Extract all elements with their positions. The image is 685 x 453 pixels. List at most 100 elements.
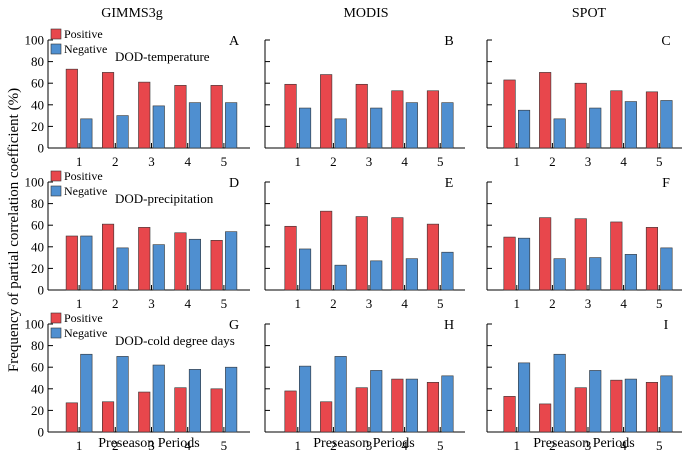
legend-label-positive: Positive bbox=[64, 27, 103, 41]
bar-negative bbox=[517, 109, 531, 149]
bar-negative bbox=[225, 366, 238, 433]
legend-swatch-negative bbox=[50, 185, 62, 197]
x-tick-label: 4 bbox=[184, 154, 191, 169]
bar-negative bbox=[370, 107, 383, 149]
bar-negative bbox=[553, 258, 566, 291]
bar-negative bbox=[334, 118, 347, 149]
panel-label: I bbox=[664, 318, 669, 333]
x-tick-label: 3 bbox=[148, 296, 155, 311]
bar-positive bbox=[539, 72, 552, 149]
x-tick-label: 2 bbox=[112, 154, 119, 169]
panel-label: E bbox=[445, 176, 454, 191]
x-tick-label: 2 bbox=[549, 296, 556, 311]
bar-positive bbox=[503, 236, 516, 291]
bar-negative bbox=[660, 100, 673, 149]
panel-label: C bbox=[661, 34, 670, 49]
legend-label-negative: Negative bbox=[64, 326, 107, 340]
panel-label: B bbox=[444, 34, 453, 49]
bar-positive bbox=[355, 83, 368, 149]
x-tick-label: 4 bbox=[401, 296, 408, 311]
bar-negative bbox=[441, 251, 454, 291]
bar-positive bbox=[102, 223, 115, 291]
x-tick-label: 3 bbox=[366, 296, 373, 311]
x-tick-label: 4 bbox=[620, 154, 627, 169]
x-tick-label: 1 bbox=[514, 296, 521, 311]
y-tick-label: 80 bbox=[31, 196, 44, 211]
x-tick-label: 3 bbox=[585, 296, 592, 311]
bar-negative bbox=[660, 247, 673, 291]
bar-positive bbox=[65, 68, 78, 149]
bar-negative bbox=[80, 353, 93, 433]
bar-negative bbox=[116, 356, 129, 433]
bar-negative bbox=[188, 369, 201, 433]
bar-positive bbox=[355, 387, 368, 433]
panel-label: G bbox=[229, 318, 239, 333]
legend-swatch-positive bbox=[50, 312, 62, 324]
y-tick-label: 60 bbox=[31, 76, 44, 91]
bar-negative bbox=[517, 362, 531, 433]
x-tick-label: 1 bbox=[514, 154, 521, 169]
bar-positive bbox=[503, 396, 516, 433]
x-tick-label: 1 bbox=[76, 154, 83, 169]
x-tick-label: 2 bbox=[330, 296, 337, 311]
panel-label: A bbox=[229, 34, 240, 49]
legend-label-positive: Positive bbox=[64, 311, 103, 325]
bar-negative bbox=[370, 370, 383, 433]
column-title-modis: MODIS bbox=[343, 6, 388, 21]
bar-negative bbox=[80, 235, 93, 291]
x-tick-label: 4 bbox=[620, 296, 627, 311]
bar-negative bbox=[188, 102, 201, 149]
x-tick-label: 1 bbox=[76, 296, 83, 311]
bar-positive bbox=[645, 227, 659, 291]
y-tick-label: 80 bbox=[31, 54, 44, 69]
y-tick-label: 40 bbox=[31, 381, 44, 396]
x-tick-label: 5 bbox=[437, 438, 444, 453]
x-tick-label: 1 bbox=[514, 438, 521, 453]
y-tick-label: 20 bbox=[31, 403, 44, 418]
x-tick-label: 5 bbox=[656, 438, 663, 453]
bar-negative bbox=[589, 370, 602, 433]
x-tick-label: 2 bbox=[549, 154, 556, 169]
bar-negative bbox=[553, 353, 566, 433]
y-tick-label: 60 bbox=[31, 360, 44, 375]
x-tick-label: 4 bbox=[620, 438, 627, 453]
bar-negative bbox=[660, 375, 673, 433]
y-tick-label: 0 bbox=[38, 283, 45, 298]
bar-negative bbox=[517, 237, 531, 291]
x-tick-label: 4 bbox=[401, 154, 408, 169]
bar-positive bbox=[610, 90, 623, 149]
bar-positive bbox=[539, 217, 552, 291]
x-tick-label: 5 bbox=[221, 154, 228, 169]
y-axis-label: Frequency of partial correlation coeffic… bbox=[6, 88, 22, 372]
x-tick-label: 4 bbox=[184, 438, 191, 453]
bar-positive bbox=[210, 388, 223, 433]
panel-label: H bbox=[444, 318, 454, 333]
bar-negative bbox=[334, 356, 347, 433]
x-tick-label: 5 bbox=[221, 296, 228, 311]
x-tick-label: 3 bbox=[585, 154, 592, 169]
bar-negative bbox=[116, 115, 129, 149]
x-tick-label: 3 bbox=[366, 438, 373, 453]
row-label-temperature: DOD-temperature bbox=[115, 49, 210, 64]
bar-negative bbox=[553, 118, 566, 149]
x-tick-label: 1 bbox=[76, 438, 83, 453]
x-tick-label: 3 bbox=[148, 154, 155, 169]
bar-positive bbox=[138, 81, 151, 149]
x-axis-label-spot: Preseason Periods bbox=[533, 436, 635, 451]
bar-positive bbox=[426, 223, 440, 291]
bar-positive bbox=[610, 221, 623, 291]
bar-positive bbox=[391, 90, 404, 149]
bar-positive bbox=[574, 218, 587, 291]
y-tick-label: 0 bbox=[38, 425, 45, 440]
legend-label-negative: Negative bbox=[64, 184, 107, 198]
y-tick-label: 100 bbox=[25, 175, 45, 190]
x-tick-label: 4 bbox=[184, 296, 191, 311]
x-tick-label: 1 bbox=[295, 154, 302, 169]
bar-positive bbox=[65, 235, 78, 291]
bar-positive bbox=[102, 72, 115, 149]
bar-negative bbox=[116, 247, 129, 291]
y-tick-label: 0 bbox=[38, 141, 45, 156]
bar-negative bbox=[624, 254, 637, 291]
bar-positive bbox=[574, 387, 587, 433]
